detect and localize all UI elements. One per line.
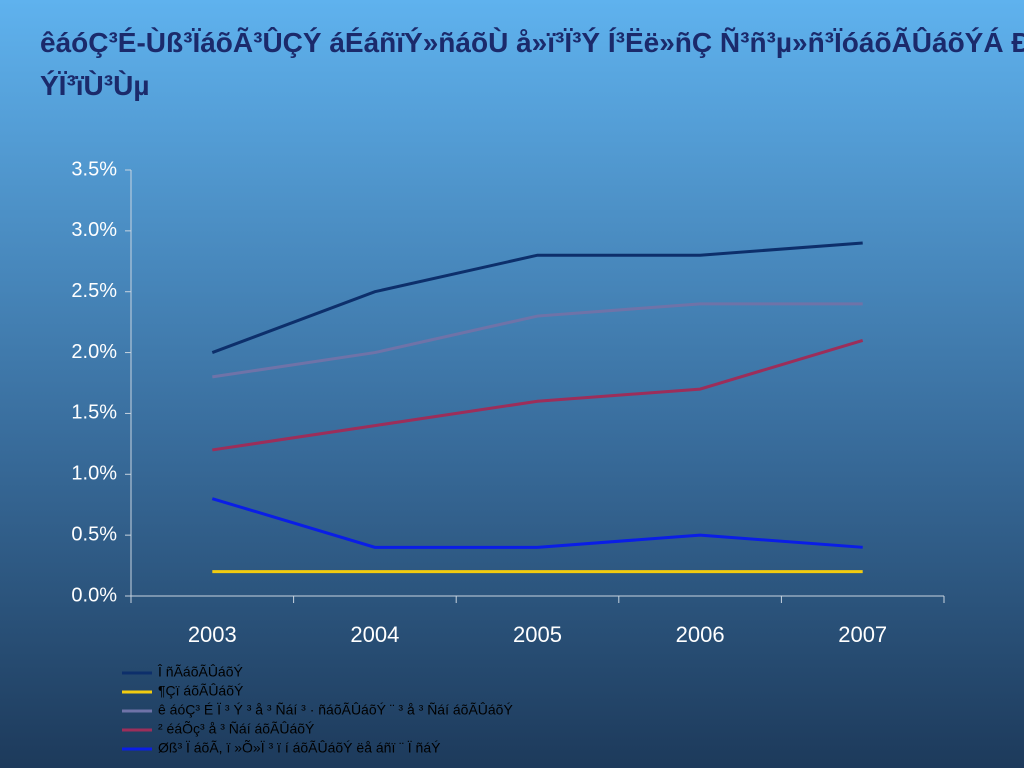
legend-label: Î ñÃáõÃÛáõÝ: [157, 664, 243, 680]
legend-label: ¶Çï áõÃÛáõÝ: [158, 683, 244, 699]
y-tick-label: 0.5%: [71, 523, 117, 545]
series-line: [211, 241, 863, 354]
y-tick-label: 1.5%: [71, 402, 117, 424]
y-tick-label: 0.0%: [71, 584, 117, 606]
y-tick-label: 3.0%: [71, 219, 117, 241]
legend-label: Øß³ Ï áõÃ, ï »Õ»Ï ³ ï í áõÃÛáõÝ ëå áñï ¨…: [158, 740, 441, 756]
series-line: [212, 338, 864, 452]
x-tick-label: 2007: [838, 622, 887, 647]
x-tick-label: 2004: [350, 622, 399, 647]
chart-title-text: êáóÇ³É-Ùß³ÏáõÃ³ÛÇÝ áÉáñïÝ»ñáõÙ å»ï³Ï³Ý Í…: [40, 26, 1024, 101]
y-tick-label: 1.0%: [71, 463, 117, 485]
legend-label: ² éáÕç³ å ³ Ñáí áõÃÛáõÝ: [158, 721, 315, 737]
x-tick-label: 2006: [676, 622, 725, 647]
y-tick-label: 3.5%: [71, 158, 117, 180]
x-tick-label: 2003: [188, 622, 237, 647]
y-tick-label: 2.0%: [71, 341, 117, 363]
series-line: [212, 302, 863, 379]
x-tick-label: 2005: [513, 622, 562, 647]
series-line: [211, 497, 863, 549]
chart-title: êáóÇ³É-Ùß³ÏáõÃ³ÛÇÝ áÉáñïÝ»ñáõÙ å»ï³Ï³Ý Í…: [40, 26, 1024, 101]
legend-label: ê áóÇ³ É Ï ³ Ý ³ å ³ Ñáí ³ · ñáõÃÛáõÝ ¨ …: [158, 702, 513, 718]
y-tick-label: 2.5%: [71, 280, 117, 302]
